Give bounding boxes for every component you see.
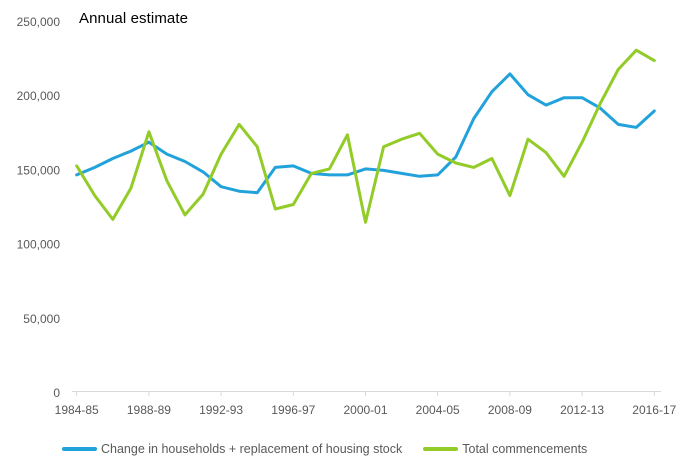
x-tick-label: 2004-05	[416, 403, 460, 417]
x-tick-label: 2012-13	[560, 403, 604, 417]
y-tick-label: 150,000	[17, 163, 61, 177]
x-tick-label: 1984-85	[55, 403, 99, 417]
legend-item: Change in households + replacement of ho…	[62, 442, 402, 456]
y-tick-label: 0	[53, 386, 60, 400]
x-tick-label: 1988-89	[127, 403, 171, 417]
series-line-commencements	[75, 48, 656, 224]
y-tick-label: 100,000	[17, 238, 61, 252]
x-tick-label: 1992-93	[199, 403, 243, 417]
y-tick-label: 50,000	[23, 312, 60, 326]
x-tick-label: 2008-09	[488, 403, 532, 417]
y-tick-label: 250,000	[17, 15, 61, 29]
x-tick-label: 2000-01	[343, 403, 387, 417]
legend-swatch-icon	[423, 447, 459, 451]
legend: Change in households + replacement of ho…	[62, 442, 587, 456]
legend-label: Total commencements	[462, 442, 588, 456]
series-line-households	[75, 72, 656, 195]
x-tick-label: 2016-17	[632, 403, 676, 417]
y-tick-label: 200,000	[17, 89, 61, 103]
chart-title: Annual estimate	[79, 10, 189, 27]
x-tick-label: 1996-97	[271, 403, 315, 417]
legend-label: Change in households + replacement of ho…	[101, 442, 403, 456]
legend-swatch-icon	[62, 447, 97, 451]
legend-item: Total commencements	[423, 442, 587, 456]
